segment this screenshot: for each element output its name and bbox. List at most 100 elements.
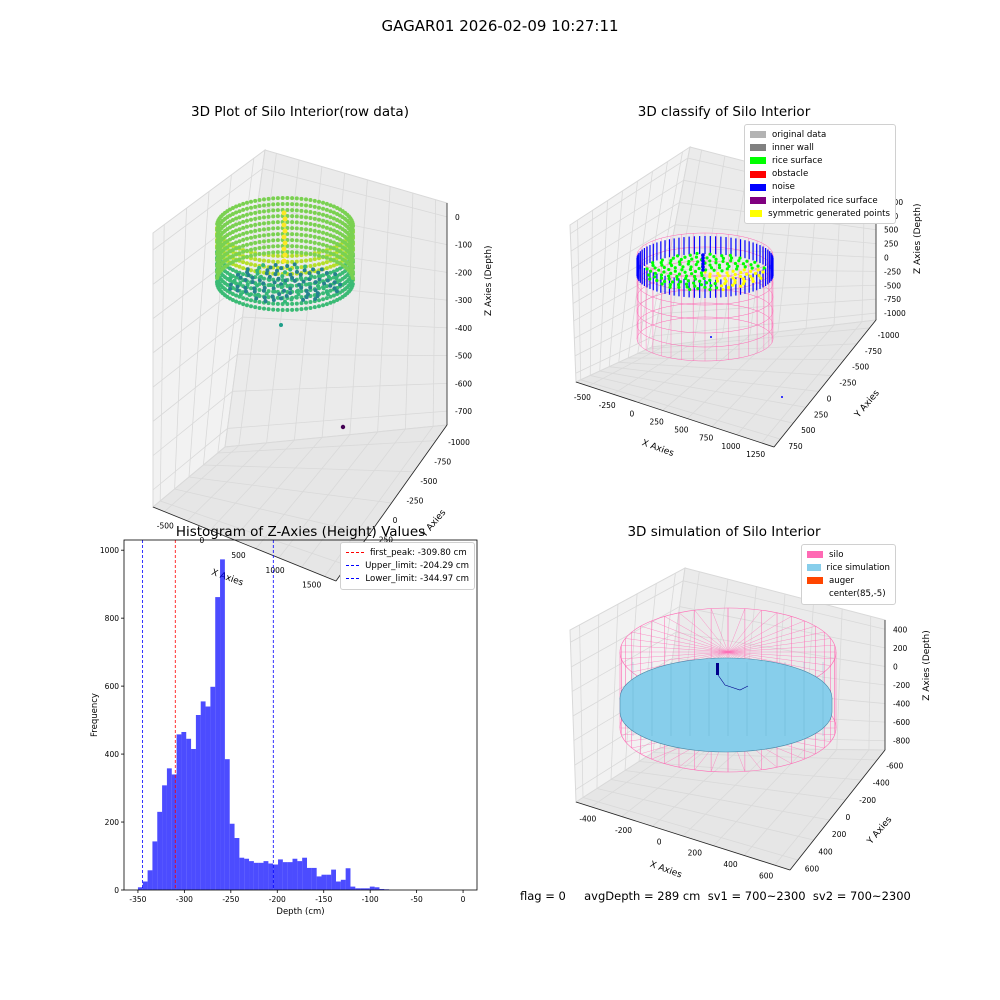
raw-surface-point bbox=[275, 268, 280, 273]
raw-wall-point bbox=[312, 246, 317, 251]
raw-wall-point bbox=[234, 234, 239, 239]
raw-gridline-floor bbox=[160, 500, 348, 566]
cls-rice-point bbox=[684, 274, 689, 278]
histogram-bar bbox=[350, 886, 356, 890]
cls-rice-point bbox=[660, 263, 664, 267]
cls-rice-point bbox=[686, 279, 690, 283]
cls-gridline-floor bbox=[590, 375, 794, 424]
raw-wall-point bbox=[253, 257, 258, 262]
raw-wall-point bbox=[271, 238, 276, 243]
raw-wall-point bbox=[331, 204, 336, 209]
raw-wall-point bbox=[308, 246, 313, 251]
raw-wall-point bbox=[241, 243, 246, 248]
raw-wall-point bbox=[321, 297, 326, 302]
histogram-bar bbox=[137, 887, 143, 890]
raw-surface-point bbox=[299, 285, 304, 290]
cls-z-tick-label: 500 bbox=[884, 226, 899, 235]
raw-wall-point bbox=[257, 222, 262, 227]
cls-rice-point bbox=[717, 265, 722, 270]
raw-obstacle-point bbox=[281, 234, 287, 240]
cls-gridline-floor bbox=[637, 338, 723, 403]
histogram-y-axis-label: Frequency bbox=[90, 693, 100, 737]
raw-surface-point bbox=[316, 270, 321, 275]
raw-wall-point bbox=[308, 234, 313, 239]
raw-wall-point bbox=[304, 233, 309, 238]
histogram-bar bbox=[331, 869, 336, 890]
raw-wall-point bbox=[350, 270, 355, 275]
raw-wall-point bbox=[271, 244, 276, 249]
cls-rice-point bbox=[667, 267, 671, 272]
raw-surface-point bbox=[334, 289, 339, 294]
histogram-x-tick-label: -200 bbox=[269, 895, 286, 904]
cls-symmetric-point bbox=[718, 274, 722, 278]
raw-wall-point bbox=[328, 270, 333, 275]
raw-wall-point bbox=[241, 260, 246, 265]
simulation-3d-plot: -400 -200 0 200 400 600 600 400 200 0 -200 -400 -600… bbox=[569, 567, 932, 881]
raw-wall-point bbox=[244, 200, 249, 205]
raw-surface-point bbox=[332, 280, 337, 285]
raw-surface-point bbox=[304, 295, 309, 300]
classify-legend: original data inner wall rice surface obsta… bbox=[744, 124, 896, 225]
cls-rice-point bbox=[720, 254, 724, 258]
raw-wall-point bbox=[304, 306, 309, 311]
histogram-bar bbox=[157, 811, 163, 890]
raw-obstacle-point bbox=[282, 216, 288, 222]
raw-wall-point bbox=[299, 232, 304, 237]
histogram-bar bbox=[205, 706, 211, 890]
raw-surface-point bbox=[294, 295, 299, 300]
raw-surface-point bbox=[297, 282, 302, 287]
raw-wall-point bbox=[261, 227, 266, 232]
raw-surface-point bbox=[271, 298, 276, 303]
cls-x-tick-label: 1250 bbox=[746, 450, 765, 459]
histogram-bar bbox=[166, 768, 172, 890]
sim-x-tick-label: 400 bbox=[723, 860, 738, 869]
raw-obstacle-point bbox=[282, 252, 288, 258]
sim-gridline-floor bbox=[774, 749, 870, 866]
raw-wall-point bbox=[275, 208, 280, 213]
raw-surface-point bbox=[264, 271, 269, 276]
sim-z-tick-label: 0 bbox=[893, 662, 898, 671]
raw-surface-point bbox=[261, 288, 266, 293]
histogram-bar bbox=[234, 838, 240, 890]
raw-x-tick-label: 500 bbox=[231, 551, 246, 560]
sim-z-tick-label: 200 bbox=[893, 644, 908, 653]
raw-wall-point bbox=[321, 303, 326, 308]
histogram-bar bbox=[287, 862, 293, 890]
sim-gridline-z bbox=[571, 606, 886, 668]
raw-wall-point bbox=[324, 201, 329, 206]
cls-rice-point bbox=[687, 259, 691, 264]
raw-surface-point bbox=[267, 277, 272, 282]
raw-surface-point bbox=[306, 282, 311, 287]
raw-wall-point bbox=[271, 214, 276, 219]
cls-rice-point bbox=[678, 262, 682, 266]
histogram-bar bbox=[307, 867, 312, 890]
simulation-legend-item: auger bbox=[807, 574, 890, 587]
raw-x-tick-label: -500 bbox=[157, 521, 174, 530]
raw-gridline-y bbox=[349, 179, 368, 435]
raw-x-tick-label: 0 bbox=[200, 536, 205, 545]
histogram-bar bbox=[268, 863, 274, 890]
cls-symmetric-point bbox=[715, 279, 720, 283]
cls-symmetric-point bbox=[733, 278, 737, 283]
raw-wall-point bbox=[241, 207, 246, 212]
raw-wall-point bbox=[321, 206, 326, 211]
sim-y-tick-label: -400 bbox=[873, 779, 890, 788]
raw-gridline-y bbox=[377, 186, 391, 432]
raw-wall-point bbox=[249, 229, 253, 234]
cls-rice-point bbox=[670, 280, 675, 284]
simulation-legend-label: silo bbox=[829, 549, 844, 560]
raw-surface-point bbox=[250, 275, 255, 280]
raw-wall-point bbox=[294, 196, 299, 201]
raw-wall-point bbox=[266, 208, 271, 213]
cls-gridline-floor bbox=[599, 370, 806, 408]
sim-gridline-z bbox=[570, 580, 886, 643]
raw-surface-point bbox=[332, 286, 337, 291]
cls-rice-point bbox=[651, 263, 655, 268]
raw-wall-point bbox=[290, 238, 295, 243]
raw-wall-point bbox=[234, 222, 239, 227]
cls-x-tick-label: 1000 bbox=[721, 442, 740, 451]
raw-surface-point bbox=[238, 275, 243, 280]
raw-surface-point bbox=[273, 263, 278, 268]
cls-rice-point bbox=[678, 280, 683, 284]
cls-symmetric-point bbox=[733, 272, 737, 277]
